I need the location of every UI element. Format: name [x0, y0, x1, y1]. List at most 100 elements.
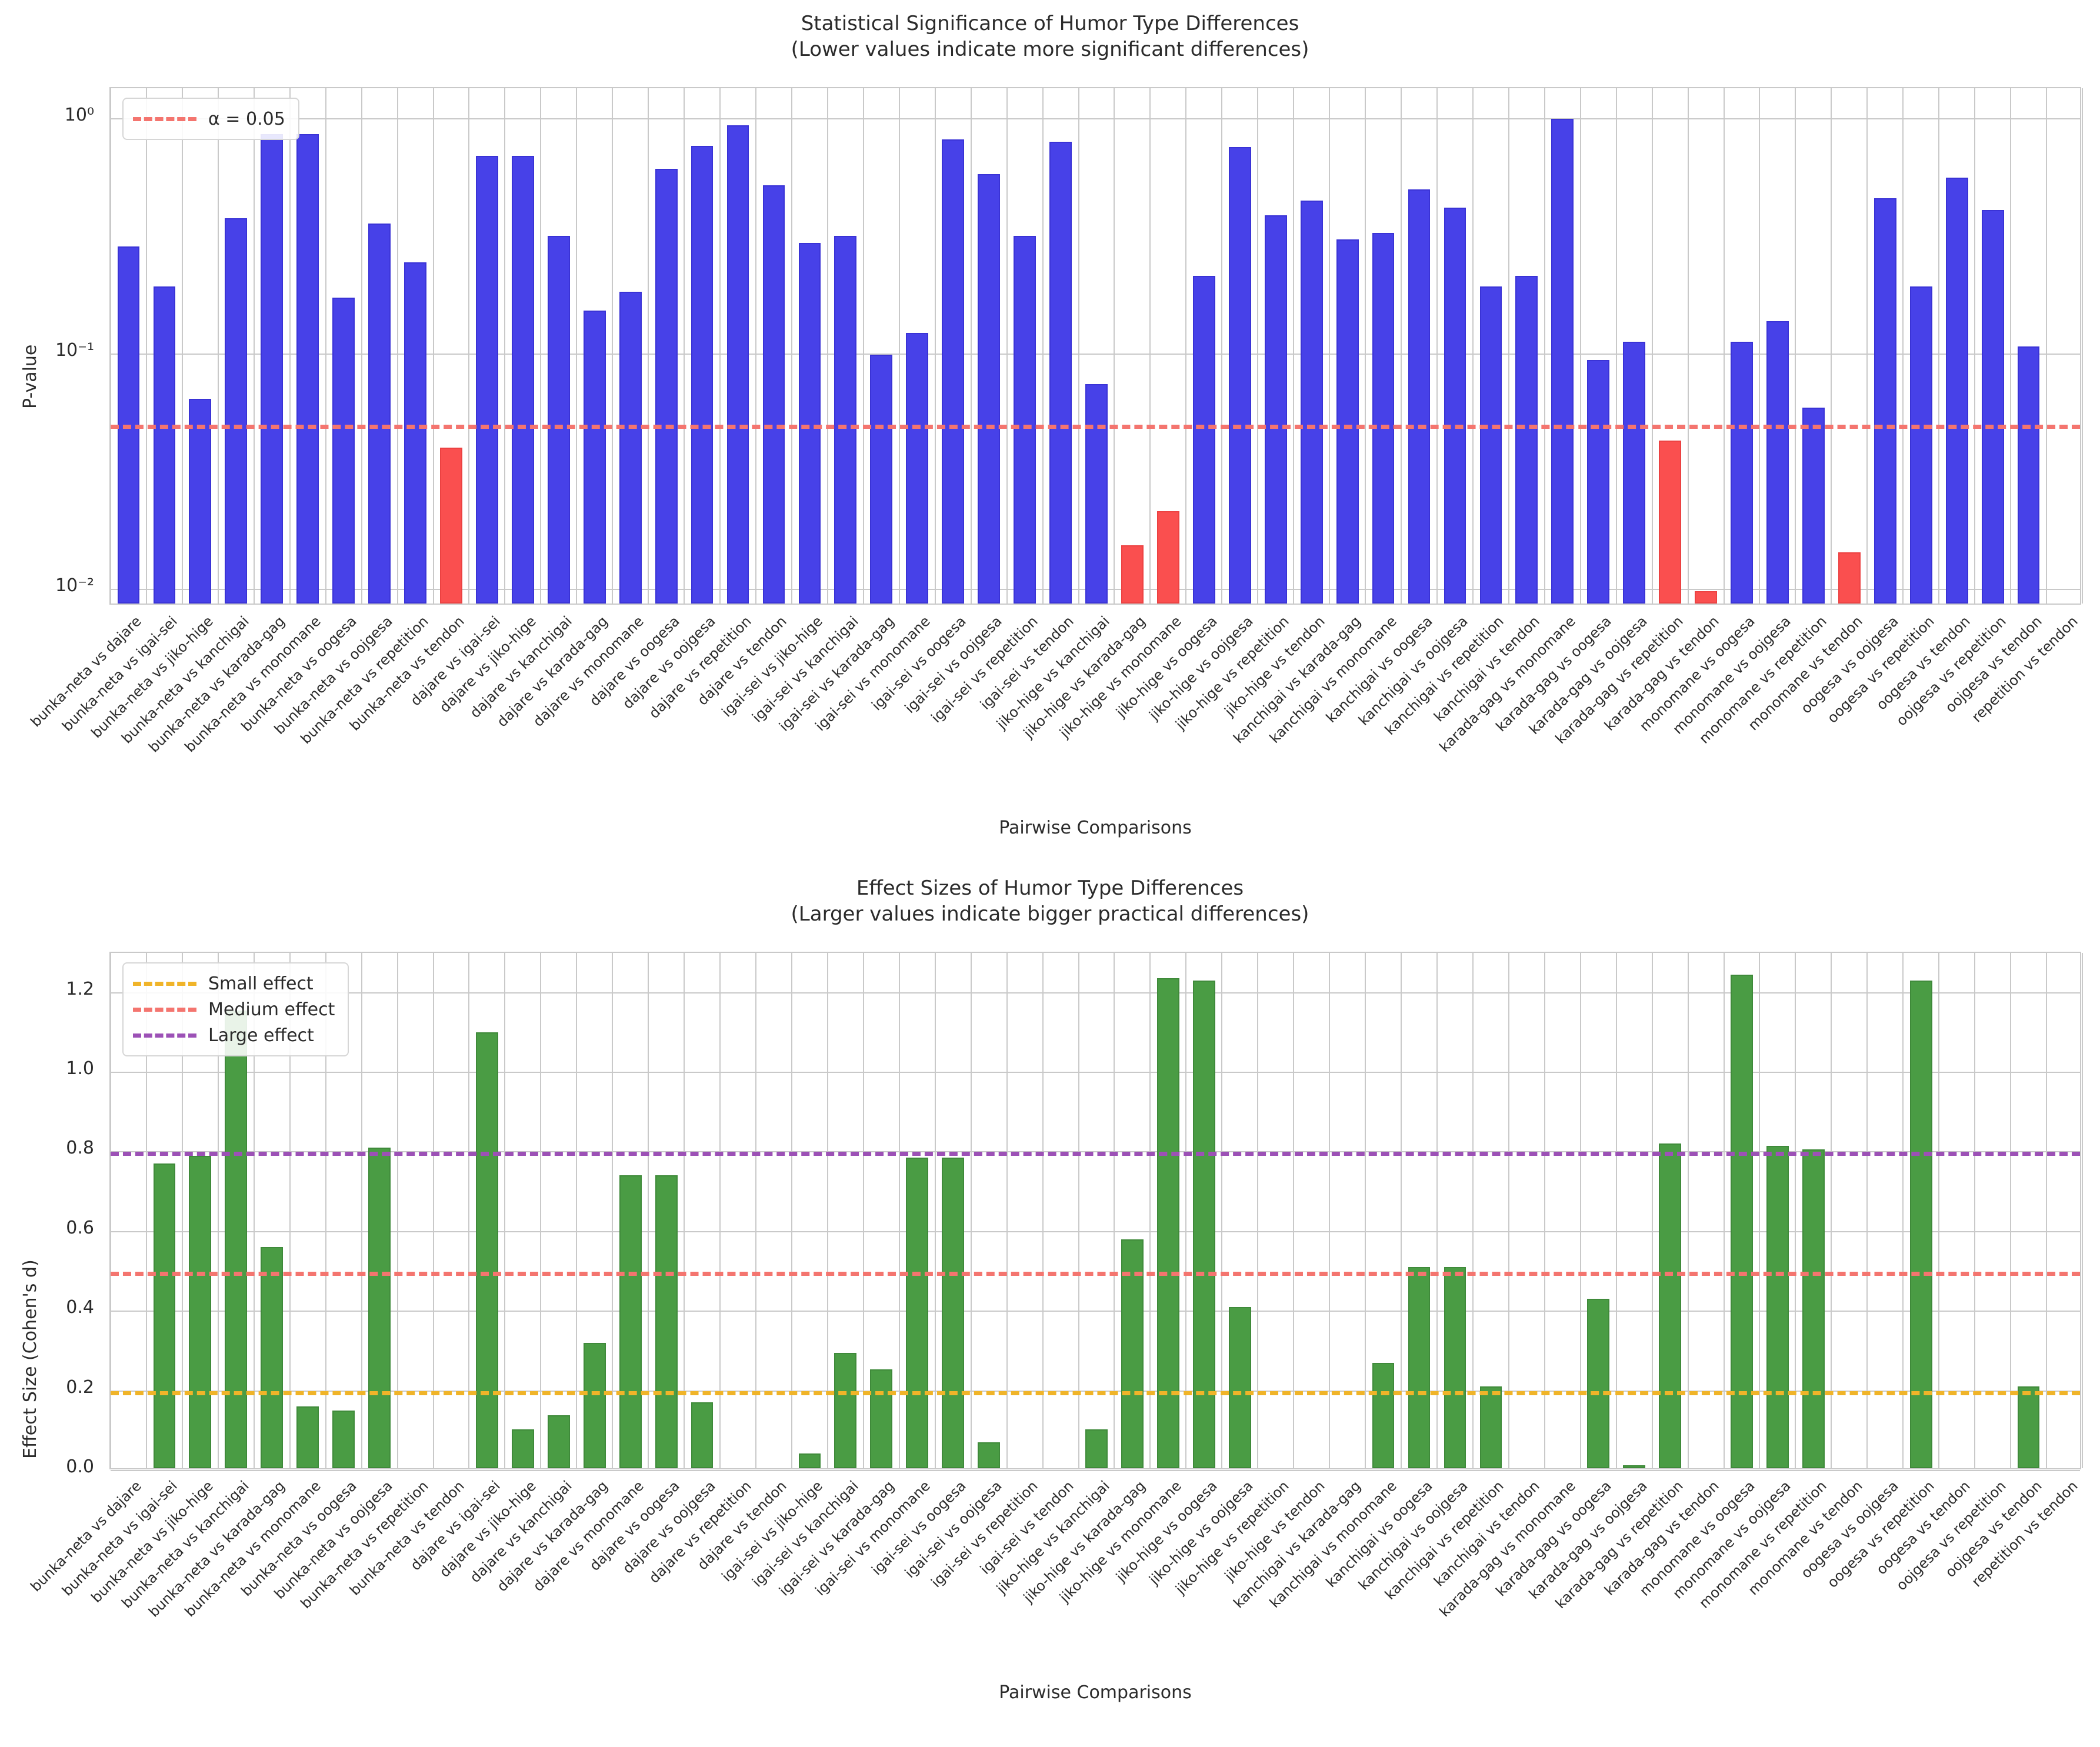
grid-line-horizontal — [111, 118, 2080, 120]
bar[interactable] — [1264, 215, 1287, 604]
bar[interactable] — [1766, 321, 1789, 604]
bar[interactable] — [1408, 189, 1431, 604]
grid-line-vertical — [934, 88, 936, 604]
bar[interactable] — [440, 448, 462, 604]
grid-line-vertical — [1185, 88, 1187, 604]
bar[interactable] — [547, 1415, 570, 1468]
bar[interactable] — [1372, 1362, 1395, 1468]
bar[interactable] — [1121, 545, 1144, 604]
bar[interactable] — [189, 399, 212, 604]
bar[interactable] — [511, 156, 534, 604]
bar[interactable] — [225, 218, 248, 604]
grid-line-vertical — [504, 953, 506, 1468]
bar[interactable] — [1623, 1465, 1646, 1468]
bar[interactable] — [1623, 342, 1646, 604]
bar[interactable] — [834, 236, 857, 604]
bar[interactable] — [332, 1410, 355, 1468]
bar[interactable] — [583, 1342, 606, 1468]
bar[interactable] — [655, 168, 678, 604]
bar[interactable] — [1049, 142, 1072, 604]
bar[interactable] — [619, 1175, 642, 1468]
bar[interactable] — [404, 262, 426, 604]
bar[interactable] — [225, 1010, 248, 1468]
bar[interactable] — [476, 1032, 498, 1468]
bar[interactable] — [1444, 1267, 1466, 1468]
grid-line-vertical — [1759, 953, 1761, 1468]
bar[interactable] — [1014, 236, 1036, 604]
bar[interactable] — [1731, 342, 1753, 604]
bar[interactable] — [1802, 407, 1825, 604]
bar[interactable] — [1336, 239, 1359, 604]
bar[interactable] — [1909, 980, 1932, 1468]
bar[interactable] — [870, 355, 893, 604]
bar[interactable] — [1587, 360, 1610, 604]
bar[interactable] — [870, 1369, 893, 1468]
bar[interactable] — [619, 291, 642, 604]
bar[interactable] — [978, 174, 1001, 604]
bar[interactable] — [1874, 198, 1896, 604]
bar[interactable] — [1228, 147, 1251, 604]
bar[interactable] — [978, 1442, 1001, 1468]
bar[interactable] — [1156, 978, 1179, 1468]
bar[interactable] — [798, 1453, 821, 1468]
bar[interactable] — [1551, 118, 1574, 604]
bar[interactable] — [1659, 440, 1681, 604]
bar[interactable] — [1479, 286, 1502, 604]
bar[interactable] — [1515, 276, 1538, 604]
bar[interactable] — [153, 1163, 176, 1468]
bar[interactable] — [1156, 511, 1179, 604]
bar[interactable] — [1909, 286, 1932, 604]
bar[interactable] — [261, 1247, 284, 1468]
bar[interactable] — [1838, 552, 1861, 604]
bar[interactable] — [476, 156, 498, 604]
bar[interactable] — [153, 286, 176, 604]
bar[interactable] — [1372, 232, 1395, 604]
bar[interactable] — [1300, 200, 1323, 604]
bar[interactable] — [762, 185, 785, 604]
bar[interactable] — [1228, 1306, 1251, 1468]
bar[interactable] — [1192, 276, 1215, 604]
bar[interactable] — [1981, 210, 2004, 604]
bar[interactable] — [906, 1158, 929, 1468]
bar[interactable] — [1192, 980, 1215, 1468]
bar[interactable] — [1444, 207, 1466, 604]
bar[interactable] — [1659, 1143, 1681, 1468]
bar[interactable] — [1085, 1429, 1108, 1468]
bar[interactable] — [511, 1429, 534, 1468]
bar[interactable] — [189, 1155, 212, 1468]
bar[interactable] — [332, 297, 355, 604]
threshold-line — [111, 1152, 2080, 1156]
bar[interactable] — [1085, 384, 1108, 604]
bar[interactable] — [691, 1402, 714, 1468]
bar[interactable] — [1408, 1267, 1431, 1468]
bar[interactable] — [834, 1352, 857, 1468]
bar[interactable] — [1731, 974, 1753, 1468]
bar[interactable] — [691, 146, 714, 604]
bar[interactable] — [583, 310, 606, 604]
bar[interactable] — [1695, 591, 1717, 604]
bar[interactable] — [1802, 1149, 1825, 1468]
grid-line-vertical — [1795, 88, 1796, 604]
bar[interactable] — [1479, 1386, 1502, 1468]
grid-line-vertical — [1329, 88, 1331, 604]
bar[interactable] — [726, 125, 749, 604]
bar[interactable] — [1766, 1145, 1789, 1468]
bar[interactable] — [296, 1406, 319, 1468]
grid-line-vertical — [1866, 88, 1868, 604]
bar[interactable] — [655, 1175, 678, 1468]
bar[interactable] — [942, 1158, 965, 1468]
bar[interactable] — [798, 243, 821, 604]
bar[interactable] — [2017, 1386, 2040, 1468]
legend-item: Small effect — [133, 971, 335, 996]
bar[interactable] — [942, 139, 965, 604]
bar[interactable] — [906, 333, 929, 604]
bar[interactable] — [2017, 346, 2040, 604]
bar[interactable] — [368, 224, 391, 604]
bar[interactable] — [261, 134, 284, 604]
bar[interactable] — [1945, 177, 1968, 604]
bar[interactable] — [368, 1148, 391, 1468]
bar[interactable] — [1587, 1299, 1610, 1468]
bar[interactable] — [1121, 1239, 1144, 1468]
bar[interactable] — [296, 134, 319, 604]
bar[interactable] — [547, 236, 570, 604]
